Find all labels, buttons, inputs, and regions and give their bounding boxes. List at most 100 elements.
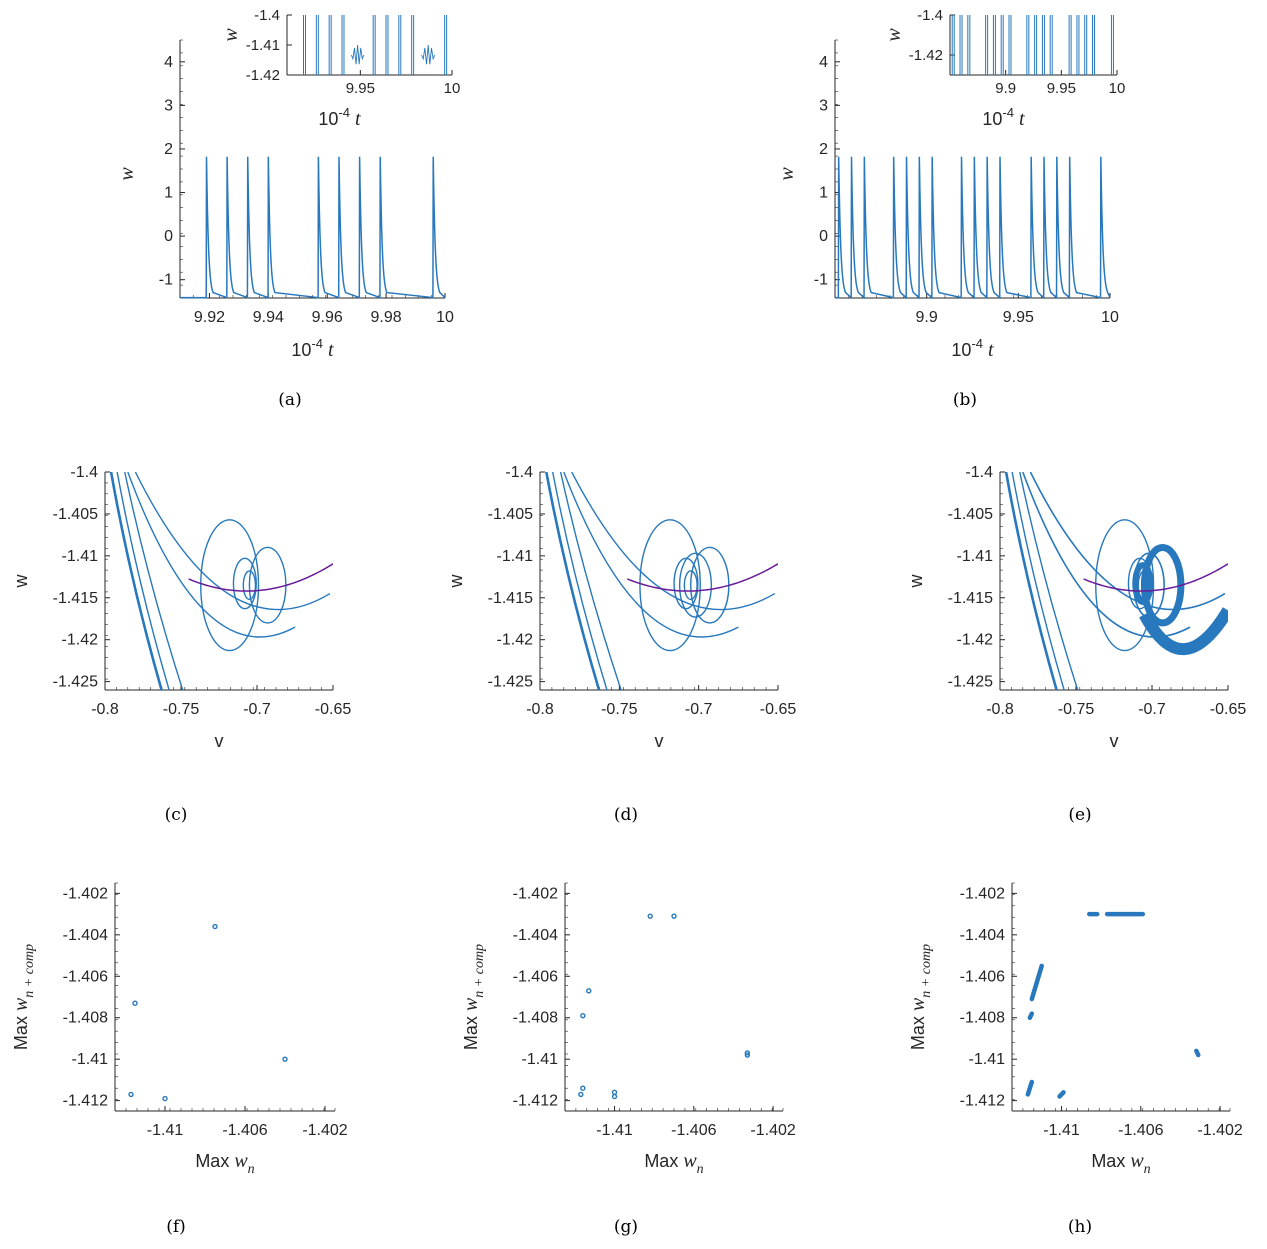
map-point [580,1085,586,1091]
x-axis-label: 10-4 t [951,336,994,361]
map-point [744,1052,751,1058]
trajectory-loop [232,557,257,610]
x-axis-label: v [655,731,664,751]
x-tick-label: 9.94 [253,309,284,326]
y-tick-label: -1.4 [254,7,280,24]
y-tick-label: 0 [164,228,173,245]
x-tick-label: -1.402 [1197,1122,1242,1139]
y-tick-label: -1.41 [969,1051,1006,1068]
y-tick-label: -1.412 [63,1093,108,1110]
trajectory-loop [678,552,713,618]
x-tick-label: -1.406 [1118,1122,1163,1139]
y-tick-label: -1.425 [948,674,993,691]
y-tick-label: -1.408 [513,1010,558,1027]
x-tick-label: -0.7 [243,701,271,718]
trajectory-branch [545,472,601,690]
inset-y-label: w [883,28,905,42]
panel-b: 9.9 9.95 10 -1 0 1 2 3 4 w 10-4 t (b) 9.9 9.95 10 -1.4 -… [776,7,1125,410]
y-tick-label: -1.41 [72,1051,109,1068]
map-segment [1057,1090,1066,1099]
trajectory-branch [1011,472,1065,690]
y-axis-label: w [776,167,798,181]
y-tick-label: -1.41 [246,37,280,54]
map-point [580,1012,586,1019]
caption: (h) [1068,1217,1092,1237]
x-tick-label: -0.7 [685,701,713,718]
x-tick-label: -0.65 [1210,701,1247,718]
x-tick-label: -0.75 [601,701,638,718]
x-tick-label: -1.402 [750,1122,795,1139]
map-segment [1029,963,1044,1002]
y-tick-label: -1.402 [513,885,558,902]
trajectory-return [563,472,739,638]
y-tick-label: -1.404 [513,927,558,944]
y-tick-label: -1.412 [513,1093,558,1110]
x-tick-label: 9.95 [1003,309,1034,326]
inset-x-label: 10-4 t [982,105,1025,130]
w-trace [180,156,446,299]
panel-d: -0.8 -0.75 -0.7 -0.65 -1.4 -1.405 -1.41 -1.415 -… [446,464,796,825]
map-point [744,1050,751,1056]
y-tick-label: -1.41 [957,548,994,565]
x-tick-label: 10 [1101,309,1119,326]
panel-g: -1.41 -1.406 -1.402 -1.402 -1.404 -1.406 -1.40… [460,882,796,1237]
y-axis-label: w [11,574,31,589]
x-axis-label: v [1110,731,1119,751]
x-tick-label: -0.75 [1058,701,1095,718]
y-tick-label: 1 [819,185,828,202]
map-point [212,923,218,930]
y-tick-label: -1.402 [63,885,108,902]
y-tick-label: 3 [164,97,173,114]
x-tick-label: -1.402 [302,1122,347,1139]
map-point [282,1056,288,1062]
y-tick-label: -1.406 [513,968,558,985]
x-tick-label: 9.9 [995,80,1016,97]
y-tick-label: -1.425 [488,674,533,691]
trajectory-branch [124,472,184,690]
panel-f: -1.41 -1.406 -1.402 -1.402 -1.404 -1.406 -1.40… [10,882,348,1237]
y-tick-label: -1.404 [960,927,1005,944]
nullcline [188,563,333,592]
map-point [647,913,653,919]
y-axis-label: w [116,167,138,181]
caption: (a) [278,390,301,410]
map-point [586,988,592,994]
trajectory-loop [639,519,701,652]
map-segment [1025,1079,1035,1097]
trajectory-loop [242,570,257,601]
caption: (e) [1068,805,1091,825]
y-tick-label: -1.42 [957,632,994,649]
inset-y-label: w [220,28,242,42]
y-tick-label: -1.406 [960,968,1005,985]
x-tick-label: 9.95 [1047,80,1076,97]
trajectory-branch [1004,472,1058,690]
x-axis-label: Max wn [1091,1150,1150,1177]
trajectory-return [571,472,776,611]
y-tick-label: -1.406 [63,968,108,985]
y-axis-label: w [446,574,466,589]
map-point [611,1089,618,1096]
map-point [162,1095,168,1102]
map-point [128,1091,134,1098]
w-trace [835,156,1111,300]
y-tick-label: -1.412 [960,1093,1005,1110]
inset-background [950,15,1117,75]
trajectory-loop [673,557,699,610]
y-tick-label: -1.41 [522,1051,559,1068]
y-tick-label: -1.402 [960,885,1005,902]
trajectory-branch [559,472,622,690]
x-tick-label: -1.41 [147,1122,184,1139]
x-axis-label: Max wn [195,1150,254,1177]
y-tick-label: -1.4 [917,7,943,24]
caption: (c) [165,805,188,825]
trajectory-band [1139,607,1228,656]
y-axis-label: w [906,574,926,589]
panel-e: -0.8 -0.75 -0.7 -0.65 -1.4 -1.405 -1.41 -1.415 -… [906,464,1246,825]
y-tick-label: 3 [819,97,828,114]
y-tick-label: 0 [819,228,828,245]
map-point [132,1000,138,1006]
y-tick-label: -1 [159,272,173,289]
y-tick-label: -1.408 [63,1010,108,1027]
y-tick-label: -1.4 [70,464,98,481]
y-tick-label: 2 [819,141,828,158]
